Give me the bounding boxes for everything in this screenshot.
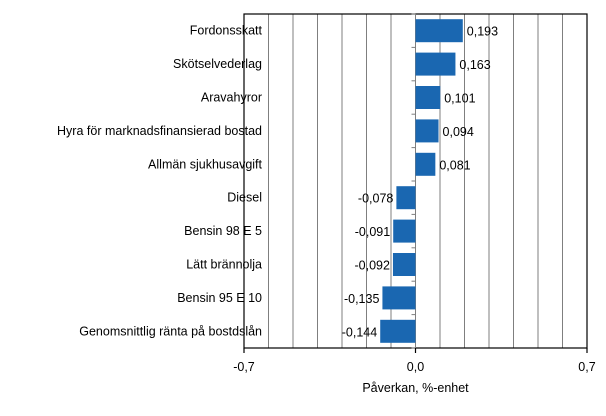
- category-label: Genomsnittlig ränta på bostdslån: [79, 324, 262, 338]
- x-axis-label: Påverkan, %-enhet: [362, 381, 469, 395]
- bar: [380, 319, 416, 343]
- data-label: 0,081: [439, 158, 470, 172]
- data-label: 0,193: [467, 25, 498, 39]
- bar: [382, 286, 416, 310]
- bar: [393, 219, 416, 243]
- category-label: Skötselvederlag: [173, 57, 262, 71]
- bar: [415, 19, 463, 43]
- data-label: -0,091: [355, 225, 390, 239]
- x-tick-label: -0,7: [233, 360, 255, 374]
- category-label: Allmän sjukhusavgift: [148, 157, 262, 171]
- bar: [415, 152, 436, 176]
- category-label: Bensin 98 E 5: [184, 224, 262, 238]
- data-label: -0,144: [342, 325, 377, 339]
- category-label: Aravahyror: [201, 91, 262, 105]
- x-tick-label: 0,0: [407, 360, 424, 374]
- bar: [396, 186, 416, 210]
- data-label: 0,163: [459, 58, 490, 72]
- data-label: 0,094: [443, 125, 474, 139]
- bar: [415, 119, 439, 143]
- category-label: Lätt brännolja: [186, 258, 262, 272]
- bar: [392, 253, 416, 276]
- bar: [415, 86, 441, 109]
- category-label: Bensin 95 E 10: [177, 291, 262, 305]
- category-label: Diesel: [227, 191, 262, 205]
- data-label: -0,078: [358, 192, 393, 206]
- x-tick-label: 0,7: [578, 360, 595, 374]
- data-label: -0,092: [355, 259, 390, 273]
- bar: [415, 52, 456, 76]
- category-label: Fordonsskatt: [190, 24, 263, 38]
- data-label: 0,101: [444, 92, 475, 106]
- data-label: -0,135: [344, 292, 379, 306]
- category-label: Hyra för marknadsfinansierad bostad: [57, 124, 262, 138]
